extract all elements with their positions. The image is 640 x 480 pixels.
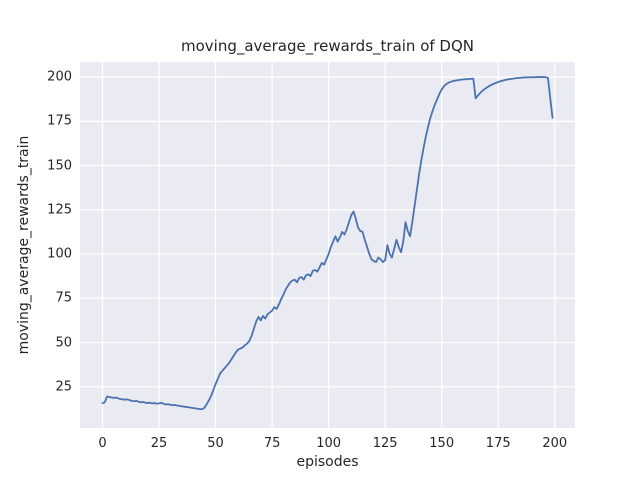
line-chart-canvas: [80, 62, 575, 428]
plot-background: [80, 62, 575, 428]
series-line-moving_average_rewards_train: [101, 76, 554, 411]
chart-title: moving_average_rewards_train of DQN: [180, 37, 475, 55]
y-tick-label: 150: [47, 158, 72, 174]
x-tick-label: 100: [316, 436, 342, 451]
x-tick-label: 200: [542, 436, 568, 451]
y-tick-label: 75: [55, 290, 72, 306]
x-tick-label: 175: [485, 436, 511, 451]
y-tick-label: 100: [47, 246, 72, 262]
x-tick-label: 75: [263, 436, 281, 451]
y-tick-label: 200: [47, 69, 72, 85]
x-tick-label: 150: [429, 436, 455, 451]
y-tick-label: 125: [47, 202, 72, 218]
plot-area: [80, 62, 575, 428]
x-axis-label: episodes: [296, 454, 359, 470]
x-tick-label: 0: [98, 436, 107, 451]
x-tick-label: 125: [372, 436, 398, 451]
x-tick-label: 25: [150, 436, 168, 451]
y-tick-label: 50: [55, 335, 72, 351]
y-axis-label: moving_average_rewards_train: [16, 135, 32, 355]
y-tick-label: 25: [55, 379, 72, 395]
y-tick-label: 175: [47, 113, 72, 129]
x-tick-label: 50: [207, 436, 224, 451]
